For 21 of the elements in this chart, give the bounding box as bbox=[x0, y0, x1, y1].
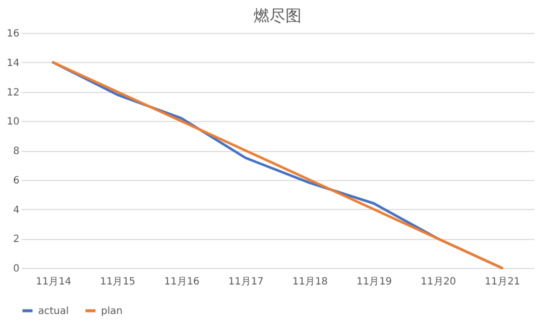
x-tick-label: 11月15 bbox=[100, 276, 136, 288]
legend-label: actual bbox=[38, 306, 69, 317]
x-tick-label: 11月17 bbox=[228, 276, 264, 288]
y-tick-label: 0 bbox=[13, 264, 20, 274]
y-tick-label: 8 bbox=[13, 146, 20, 157]
y-tick-label: 6 bbox=[13, 175, 20, 186]
x-tick-label: 11月19 bbox=[356, 276, 392, 288]
x-tick-label: 11月18 bbox=[292, 276, 328, 288]
x-tick-label: 11月14 bbox=[36, 276, 72, 288]
x-tick-label: 11月16 bbox=[164, 276, 200, 288]
y-tick-label: 4 bbox=[13, 204, 20, 216]
y-tick-label: 2 bbox=[13, 234, 20, 246]
legend-label: plan bbox=[101, 306, 123, 317]
y-tick-label: 10 bbox=[6, 116, 20, 128]
x-tick-label: 11月21 bbox=[484, 276, 520, 288]
y-tick-label: 14 bbox=[6, 58, 20, 69]
x-tick-label: 11月20 bbox=[420, 276, 456, 288]
y-tick-label: 16 bbox=[6, 28, 20, 40]
line-series bbox=[52, 61, 504, 270]
chart-title: 燃尽图 bbox=[254, 6, 302, 25]
y-tick-label: 12 bbox=[6, 87, 20, 98]
